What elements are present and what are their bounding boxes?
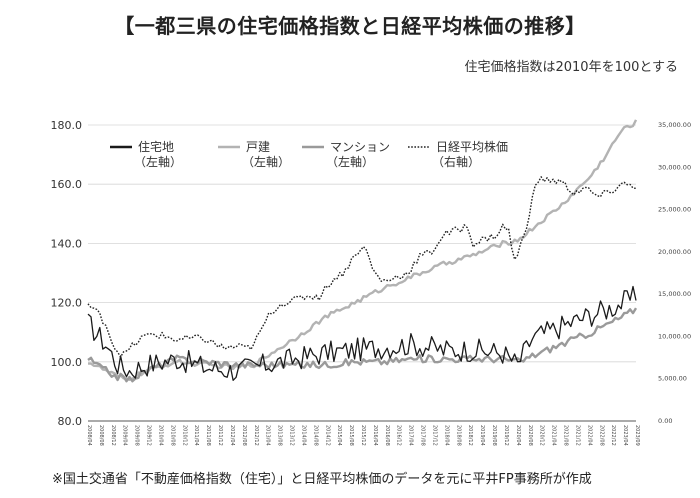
x-tick-label: 2011/08 xyxy=(205,425,211,446)
x-tick-label: 2011/04 xyxy=(193,425,199,446)
x-tick-label: 2010/08 xyxy=(169,425,175,446)
x-tick-label: 2017/04 xyxy=(408,425,414,446)
series-line-住宅地 xyxy=(87,285,637,381)
x-tick-label: 2013/08 xyxy=(277,425,283,446)
legend-axis-note: （左軸） xyxy=(134,154,182,169)
x-tick-label: 2018/12 xyxy=(467,425,473,446)
x-tick-label: 2010/04 xyxy=(157,425,163,446)
x-tick-label: 2014/04 xyxy=(300,425,306,446)
x-tick-label: 2020/08 xyxy=(527,425,533,446)
y-right-tick-label: 5,000.00 xyxy=(658,375,687,383)
x-tick-label: 2011/12 xyxy=(217,425,223,446)
legend-axis-note: （左軸） xyxy=(326,154,374,169)
chart-subtitle: 住宅価格指数は2010年を100とする xyxy=(464,60,678,75)
y-right-tick-label: 35,000.00 xyxy=(658,121,691,129)
x-tick-label: 2021/04 xyxy=(551,425,557,446)
page-title: 【一都三県の住宅価格指数と日経平均株価の推移】 xyxy=(114,14,586,38)
x-tick-label: 2022/04 xyxy=(586,425,592,446)
x-tick-label: 2022/08 xyxy=(598,425,604,446)
footnote: ※国土交通省「不動産価格指数（住宅）」と日経平均株価のデータを元に平井FP事務所… xyxy=(52,472,592,487)
x-tick-label: 2018/08 xyxy=(455,425,461,446)
legend: 住宅地（左軸）戸建（左軸）マンション（左軸）日経平均株価（右軸） xyxy=(110,139,508,169)
x-tick-label: 2013/12 xyxy=(289,425,295,446)
x-tick-label: 2010/12 xyxy=(181,425,187,446)
x-tick-label: 2023/09 xyxy=(634,425,640,446)
gridlines xyxy=(88,124,636,422)
legend-label: 住宅地 xyxy=(138,139,174,154)
x-tick-label: 2014/12 xyxy=(324,425,330,446)
x-tick-label: 2012/08 xyxy=(241,425,247,446)
right-axis-ticks: 0.00 5,000.00 10,000.00 15,000.00 20,000.00 2… xyxy=(658,121,691,425)
legend-label: マンション xyxy=(330,140,390,154)
y-right-tick-label: 10,000.00 xyxy=(658,332,691,340)
y-right-tick-label: 15,000.00 xyxy=(658,290,691,298)
x-tick-label: 2015/08 xyxy=(348,425,354,446)
x-tick-label: 2020/12 xyxy=(539,425,545,446)
x-tick-label: 2016/08 xyxy=(384,425,390,446)
x-tick-label: 2015/04 xyxy=(336,425,342,446)
legend-axis-note: （右軸） xyxy=(432,154,480,169)
x-tick-label: 2021/08 xyxy=(563,425,569,446)
series-lines xyxy=(87,119,638,383)
x-tick-label: 2016/04 xyxy=(372,425,378,446)
y-left-tick-label: 160.0 xyxy=(51,178,83,191)
x-tick-label: 2012/04 xyxy=(229,425,235,446)
y-left-tick-label: 80.0 xyxy=(58,415,83,428)
x-tick-label: 2017/08 xyxy=(420,425,426,446)
x-tick-label: 2019/12 xyxy=(503,425,509,446)
x-tick-label: 2018/04 xyxy=(443,425,449,446)
x-tick-label: 2021/12 xyxy=(574,425,580,446)
series-line-マンション xyxy=(87,307,638,383)
series-line-日経平均株価 xyxy=(87,176,637,358)
x-tick-label: 2014/08 xyxy=(312,425,318,446)
y-right-tick-label: 0.00 xyxy=(658,417,672,425)
x-tick-label: 2013/04 xyxy=(265,425,271,446)
x-tick-label: 2008/04 xyxy=(86,425,92,446)
x-tick-label: 2022/12 xyxy=(610,425,616,446)
x-tick-label: 2009/04 xyxy=(122,425,128,446)
x-tick-label: 2012/12 xyxy=(253,425,259,446)
x-tick-label: 2009/08 xyxy=(134,425,140,446)
x-tick-label: 2019/08 xyxy=(491,425,497,446)
x-tick-label: 2009/12 xyxy=(146,425,152,446)
y-right-tick-label: 30,000.00 xyxy=(658,163,691,171)
x-tick-label: 2016/12 xyxy=(396,425,402,446)
x-tick-label: 2017/12 xyxy=(431,425,437,446)
y-right-tick-label: 20,000.00 xyxy=(658,248,691,256)
x-tick-label: 2008/08 xyxy=(98,425,104,446)
legend-axis-note: （左軸） xyxy=(242,154,290,169)
x-axis-ticks: 2008/04 2008/08 2008/12 2009/04 2009/08 2009/… xyxy=(86,425,640,446)
legend-label: 戸建 xyxy=(246,140,270,154)
y-left-tick-label: 140.0 xyxy=(51,237,83,250)
y-left-tick-label: 120.0 xyxy=(51,297,83,310)
y-right-tick-label: 25,000.00 xyxy=(658,206,691,214)
x-tick-label: 2020/04 xyxy=(515,425,521,446)
x-tick-label: 2008/12 xyxy=(110,425,116,446)
x-tick-label: 2019/04 xyxy=(479,425,485,446)
y-left-tick-label: 180.0 xyxy=(51,119,83,132)
x-tick-label: 2023/04 xyxy=(622,425,628,446)
left-axis-ticks: 80.0 100.0 120.0 140.0 160.0 180.0 xyxy=(51,119,83,428)
y-left-tick-label: 100.0 xyxy=(51,356,83,369)
series-line-戸建 xyxy=(88,119,638,381)
x-tick-label: 2015/12 xyxy=(360,425,366,446)
legend-label: 日経平均株価 xyxy=(436,139,508,154)
